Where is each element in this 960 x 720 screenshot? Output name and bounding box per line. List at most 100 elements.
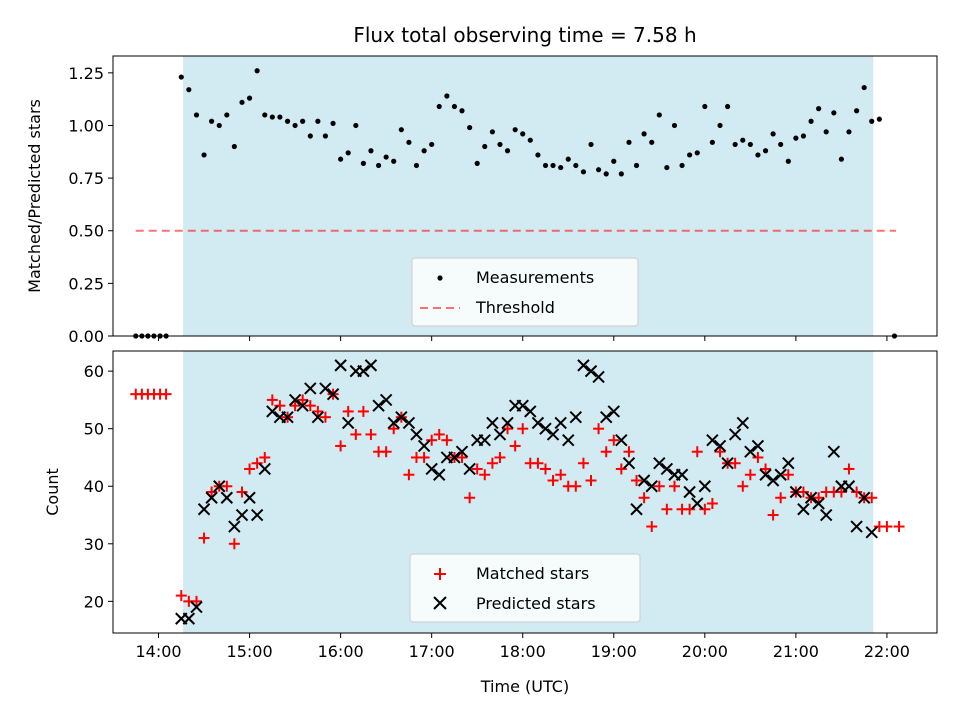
bottom-x-tick-label: 19:00 xyxy=(591,642,637,661)
predicted-star-point xyxy=(584,364,598,378)
measurement-point xyxy=(330,120,336,126)
predicted-star-point xyxy=(258,462,271,476)
measurement-point xyxy=(869,118,875,124)
predicted-star-point xyxy=(311,410,325,424)
legend-matched-label: Matched stars xyxy=(476,564,589,583)
predicted-star-point xyxy=(288,393,302,407)
measurement-point xyxy=(702,103,708,110)
matched-star-point xyxy=(160,388,172,400)
measurement-point xyxy=(633,162,640,169)
measurement-point xyxy=(565,156,571,162)
predicted-star-point xyxy=(782,457,795,470)
measurement-point xyxy=(770,131,776,137)
matched-star-point xyxy=(623,446,635,458)
matched-star-point xyxy=(744,469,756,481)
measurement-point xyxy=(413,162,420,169)
matched-star-point xyxy=(494,451,506,463)
measurement-point xyxy=(383,154,389,160)
matched-star-point xyxy=(813,492,825,504)
predicted-star-point xyxy=(546,428,560,441)
predicted-star-point xyxy=(751,439,765,453)
predicted-star-point xyxy=(759,468,772,481)
legend-predicted-marker xyxy=(433,596,447,610)
matched-star-point xyxy=(418,451,430,463)
predicted-star-point xyxy=(531,416,545,430)
measurement-point xyxy=(679,162,685,169)
measurement-point xyxy=(671,122,678,129)
measurement-point xyxy=(216,122,222,129)
bottom-x-tick-label: 22:00 xyxy=(864,642,910,661)
predicted-star-point xyxy=(281,410,294,424)
legend-matched-marker xyxy=(434,568,446,580)
predicted-star-point xyxy=(592,370,605,384)
measurement-point xyxy=(740,137,746,143)
measurement-point xyxy=(444,93,450,99)
matched-star-point xyxy=(350,428,362,440)
measurement-point xyxy=(838,156,844,162)
matched-star-point xyxy=(464,492,476,504)
measurement-point xyxy=(816,106,822,112)
matched-star-point xyxy=(221,480,233,492)
matched-star-point xyxy=(608,434,620,446)
predicted-star-point xyxy=(819,508,833,522)
matched-star-point xyxy=(797,486,809,498)
bottom-x-tick-label: 14:00 xyxy=(135,642,181,661)
matched-star-point xyxy=(532,457,544,469)
top-y-tick-label: 1.25 xyxy=(68,64,104,83)
matched-star-point xyxy=(244,463,256,475)
predicted-star-point xyxy=(698,480,712,493)
predicted-star-point xyxy=(850,520,863,533)
measurement-point xyxy=(808,118,814,124)
matched-star-point xyxy=(881,521,893,533)
measurement-point xyxy=(353,122,359,129)
measurement-point xyxy=(269,114,275,120)
matched-star-point xyxy=(357,405,369,417)
matched-star-point xyxy=(638,492,650,504)
predicted-star-point xyxy=(736,416,749,430)
predicted-star-point xyxy=(463,462,476,476)
predicted-star-point xyxy=(182,612,196,625)
measurement-point xyxy=(254,68,260,74)
measurement-point xyxy=(262,112,268,118)
measurement-point xyxy=(694,150,700,156)
matched-star-point xyxy=(388,423,400,435)
predicted-star-point xyxy=(379,393,393,407)
matched-star-point xyxy=(236,486,248,498)
measurement-point xyxy=(603,171,609,177)
predicted-star-point xyxy=(804,491,818,504)
measurement-point xyxy=(178,74,184,80)
measurement-point xyxy=(618,171,624,177)
measurement-point xyxy=(489,129,496,135)
measurement-point xyxy=(724,103,731,110)
matched-star-point xyxy=(737,480,749,492)
measurement-point xyxy=(360,160,366,166)
measurement-point xyxy=(345,150,351,156)
predicted-star-point xyxy=(827,445,841,458)
predicted-star-point xyxy=(364,359,378,372)
predicted-star-point xyxy=(789,485,803,499)
matched-star-point xyxy=(251,457,263,469)
predicted-star-point xyxy=(395,410,408,424)
predicted-star-point xyxy=(304,382,317,395)
predicted-star-point xyxy=(341,416,355,430)
matched-star-point xyxy=(661,503,673,515)
predicted-star-point xyxy=(197,503,211,516)
measurement-point xyxy=(467,124,473,131)
matched-star-point xyxy=(893,521,905,533)
bottom-y-tick-label: 20 xyxy=(84,592,104,611)
bottom-x-tick-label: 21:00 xyxy=(773,642,819,661)
predicted-star-point xyxy=(615,433,628,447)
predicted-star-point xyxy=(554,416,567,430)
measurement-point xyxy=(542,162,549,169)
predicted-star-point xyxy=(319,382,332,395)
matched-star-point xyxy=(866,492,878,504)
matched-star-point xyxy=(775,492,787,504)
bottom-y-axis-label: Count xyxy=(43,468,62,516)
predicted-star-point xyxy=(516,399,529,412)
bottom-axes-frame xyxy=(112,350,938,634)
predicted-star-point xyxy=(706,433,719,447)
matched-star-point xyxy=(539,463,551,475)
measurement-point xyxy=(504,148,511,154)
matched-star-point xyxy=(577,457,589,469)
